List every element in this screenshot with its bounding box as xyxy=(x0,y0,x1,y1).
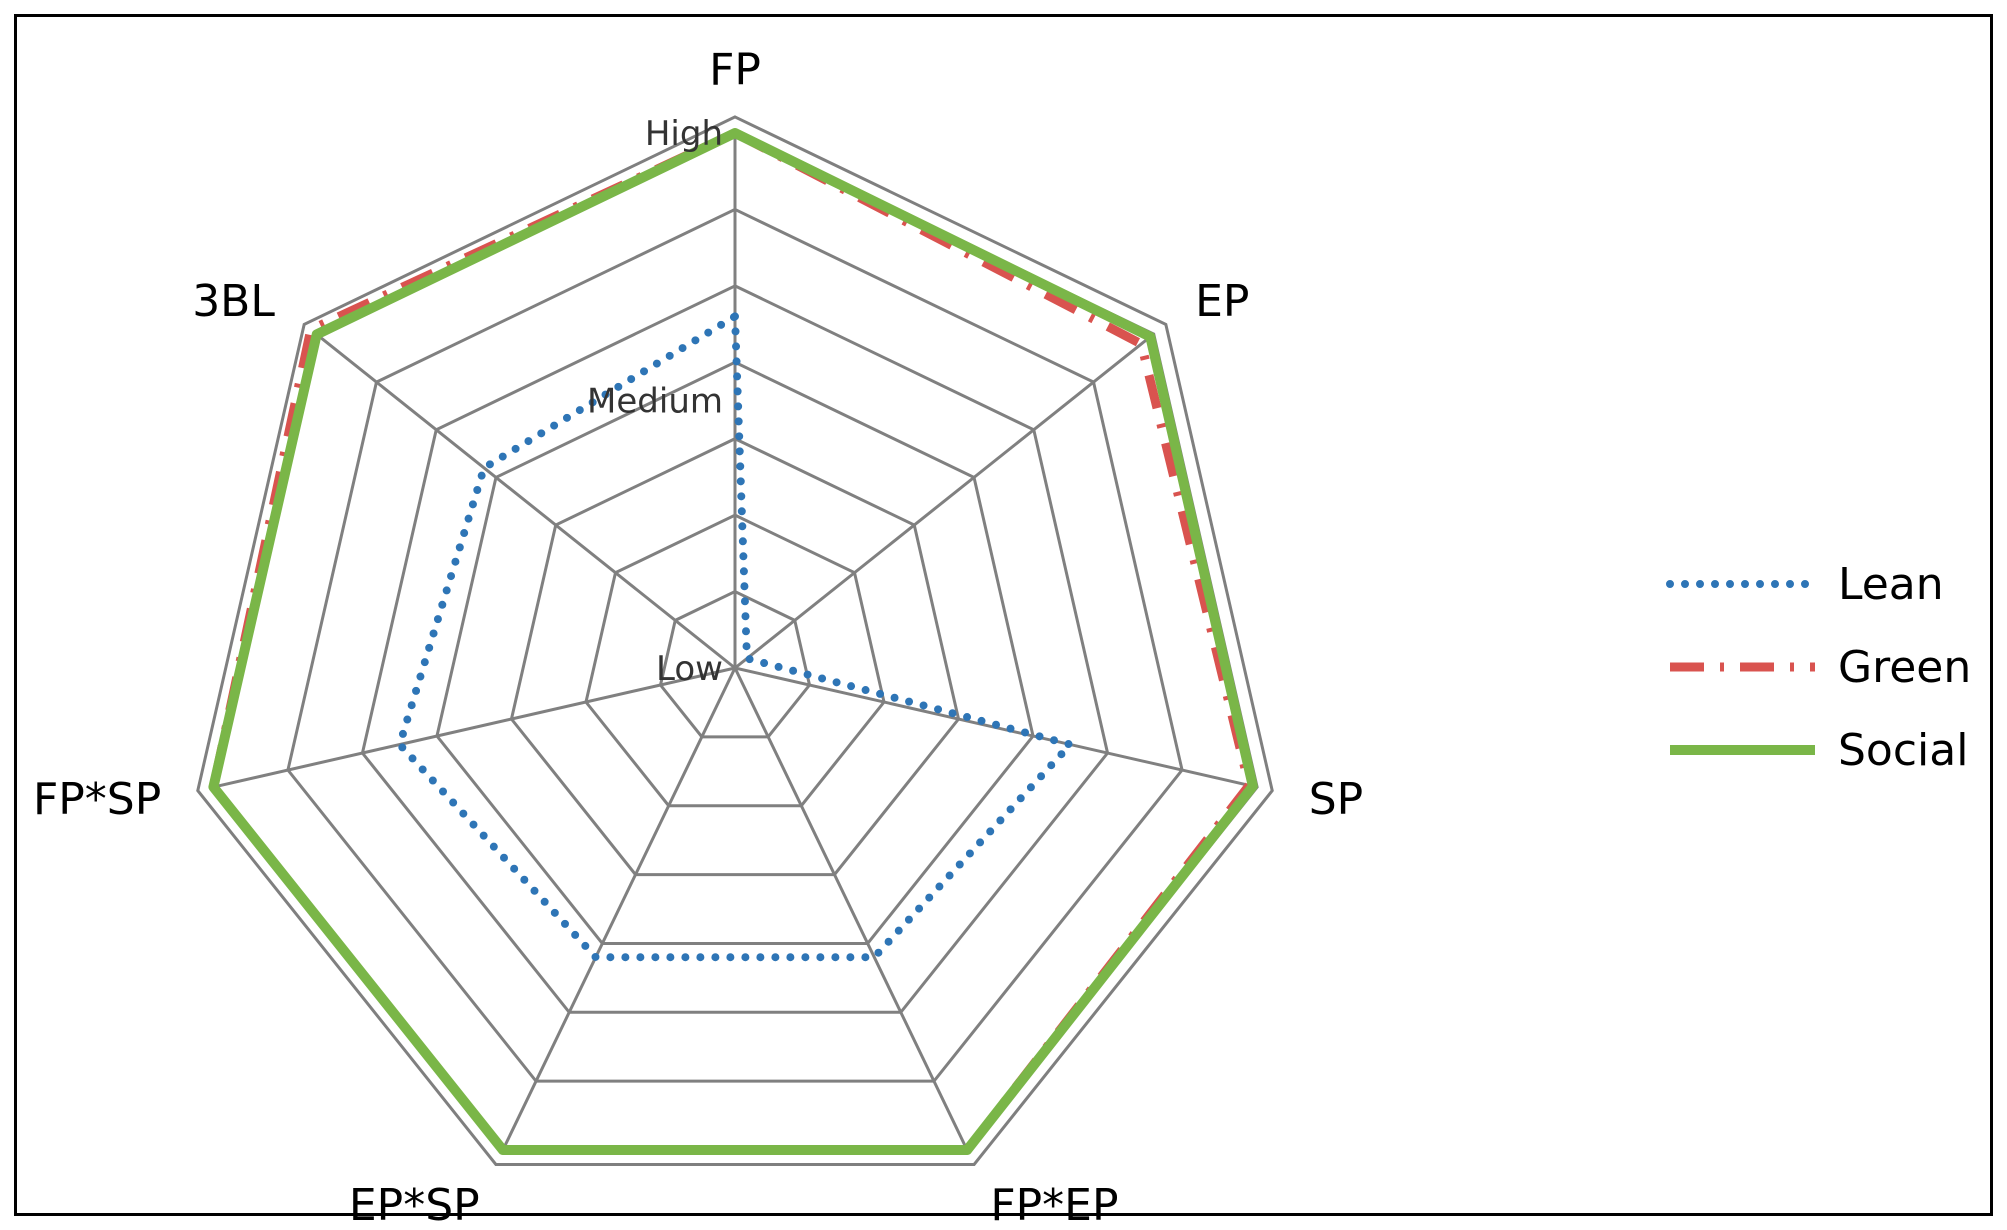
grid-ring-6 xyxy=(286,207,1184,1083)
tick-label-0: Low xyxy=(656,649,723,689)
tick-label-1: Medium xyxy=(587,382,723,422)
grid-spoke-5 xyxy=(213,666,736,789)
grid-spoke-3 xyxy=(733,667,969,1151)
axis-label-5: FP*SP xyxy=(33,774,161,825)
axis-label-4: EP*SP xyxy=(349,1180,480,1230)
chart-frame xyxy=(14,14,1993,1216)
grid-ring-2 xyxy=(584,513,886,808)
grid-ring-3 xyxy=(509,437,961,877)
grid-spoke-4 xyxy=(501,667,737,1151)
tick-labels: Low Medium High xyxy=(587,114,723,689)
radar-grid xyxy=(196,115,1274,1166)
grid-ring-4 xyxy=(435,360,1035,945)
radar-series xyxy=(208,128,1258,1156)
series-green xyxy=(208,128,1254,1155)
grid-outer-border xyxy=(196,115,1274,1166)
axis-label-2: SP xyxy=(1309,774,1363,825)
legend-label-lean: Lean xyxy=(1838,559,1944,610)
axis-label-1: EP xyxy=(1195,276,1249,327)
axis-label-6: 3BL xyxy=(192,276,275,327)
series-social xyxy=(208,128,1258,1156)
grid-ring-5 xyxy=(360,284,1110,1014)
axis-labels: FP EP SP FP*EP EP*SP FP*SP 3BL xyxy=(33,45,1363,1230)
grid-ring-1 xyxy=(658,589,812,739)
grid-spoke-6 xyxy=(315,333,736,670)
legend: Lean Green Social xyxy=(1666,559,1971,776)
legend-label-social: Social xyxy=(1838,725,1968,776)
legend-label-green: Green xyxy=(1838,642,1971,693)
grid-spoke-1 xyxy=(734,333,1155,670)
axis-label-3: FP*EP xyxy=(990,1180,1118,1230)
tick-label-2: High xyxy=(645,114,723,154)
axis-label-0: FP xyxy=(709,45,761,96)
